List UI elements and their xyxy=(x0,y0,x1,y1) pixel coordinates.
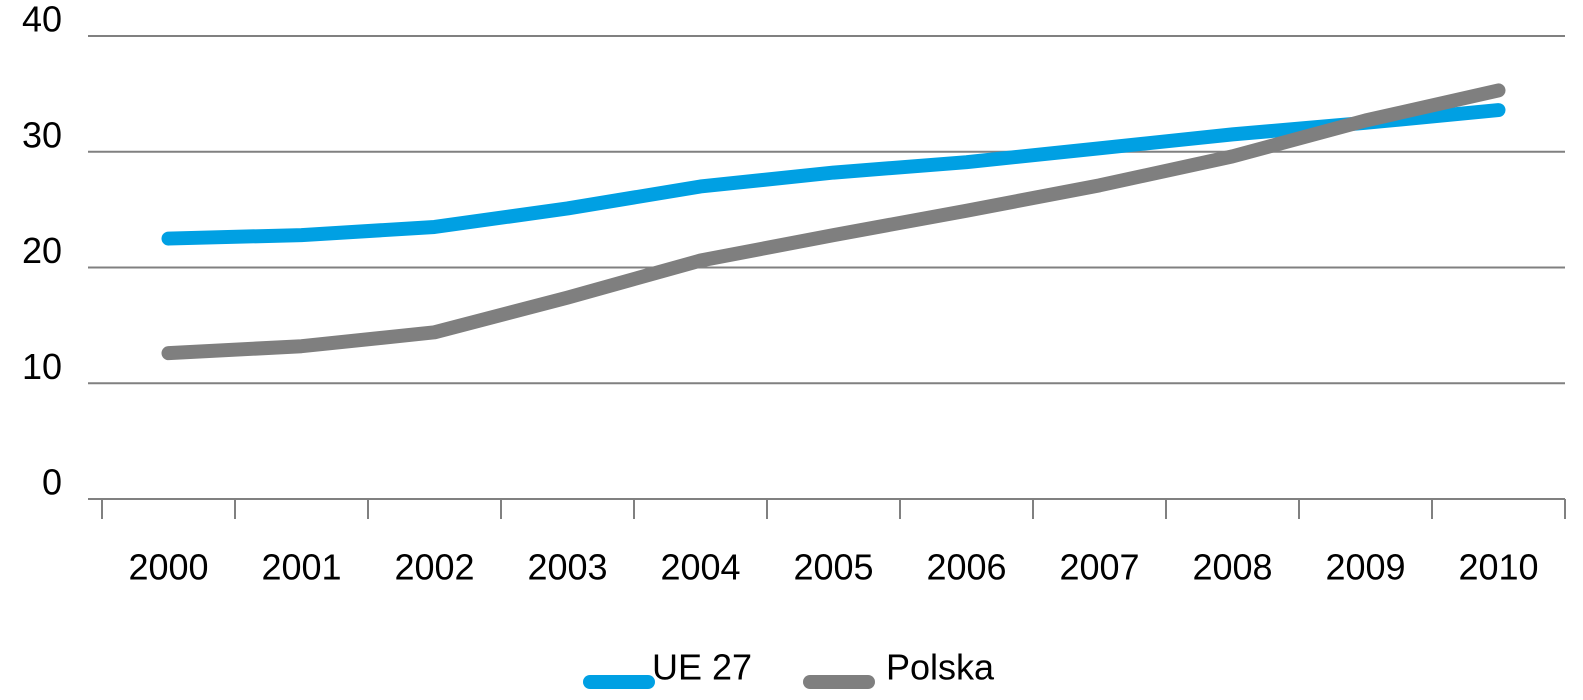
x-tick-label: 2005 xyxy=(793,547,873,588)
legend-label: Polska xyxy=(886,647,995,688)
y-tick-label: 20 xyxy=(22,230,62,271)
x-tick-label: 2006 xyxy=(926,547,1006,588)
y-tick-label: 10 xyxy=(22,346,62,387)
x-tick-label: 2008 xyxy=(1192,547,1272,588)
line-series xyxy=(161,83,1506,361)
y-tick-label: 40 xyxy=(22,0,62,40)
x-tick-label: 2007 xyxy=(1059,547,1139,588)
legend-label: UE 27 xyxy=(652,647,752,688)
line-series xyxy=(161,103,1506,246)
x-tick-label: 2000 xyxy=(128,547,208,588)
y-tick-label: 0 xyxy=(42,462,62,503)
x-tick-label: 2010 xyxy=(1458,547,1538,588)
x-tick-label: 2001 xyxy=(261,547,341,588)
x-tick-label: 2004 xyxy=(660,547,740,588)
x-tick-label: 2003 xyxy=(527,547,607,588)
y-tick-label: 30 xyxy=(22,114,62,155)
x-tick-label: 2009 xyxy=(1325,547,1405,588)
x-tick-label: 2002 xyxy=(394,547,474,588)
